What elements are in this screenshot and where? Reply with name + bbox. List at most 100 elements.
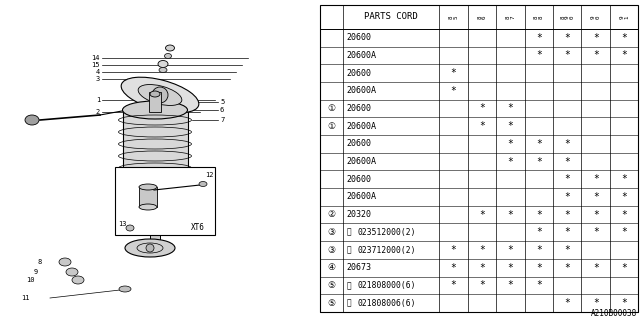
Text: *: * [536,50,541,60]
Text: *: * [508,245,513,255]
Ellipse shape [138,84,182,106]
Ellipse shape [144,211,166,219]
Text: Ⓝ: Ⓝ [346,245,351,254]
Text: *: * [593,50,598,60]
Text: *: * [479,245,485,255]
Text: ①: ① [328,104,335,113]
Text: *: * [536,280,541,291]
Text: PARTS CORD: PARTS CORD [364,12,418,21]
Text: *: * [508,121,513,131]
Text: *: * [593,298,598,308]
Text: *: * [621,227,627,237]
Text: 6: 6 [220,107,224,113]
Text: *: * [621,298,627,308]
Text: *: * [564,139,570,149]
Text: 2: 2 [96,109,100,115]
Text: ⑤: ⑤ [328,281,335,290]
Text: *: * [508,139,513,149]
Text: *: * [536,227,541,237]
Text: XT6: XT6 [191,223,205,232]
Ellipse shape [132,195,177,205]
Text: 5: 5 [220,99,224,105]
Text: *: * [536,33,541,43]
Ellipse shape [121,77,199,113]
Text: *: * [564,156,570,166]
Text: 14: 14 [92,55,100,61]
Ellipse shape [122,181,188,199]
Text: 20600: 20600 [346,68,371,77]
Bar [122,110,188,190]
Text: 20600A: 20600A [346,122,376,131]
Text: Ⓝ: Ⓝ [346,299,351,308]
Ellipse shape [159,68,167,73]
Text: *: * [593,263,598,273]
Ellipse shape [139,204,157,210]
Text: *: * [536,156,541,166]
Ellipse shape [199,181,207,187]
Text: *: * [621,174,627,184]
Text: ④: ④ [328,263,335,272]
Text: 20600A: 20600A [346,51,376,60]
Text: *: * [593,192,598,202]
Text: 9: 9 [34,269,38,275]
Bar [139,187,157,207]
Text: 20673: 20673 [346,263,371,272]
Text: 023712000(2): 023712000(2) [358,245,416,254]
Text: *: * [564,33,570,43]
Text: *: * [508,156,513,166]
Text: *: * [564,174,570,184]
Text: 8
8: 8 8 [534,15,543,19]
Text: *: * [564,298,570,308]
Text: 021808000(6): 021808000(6) [358,281,416,290]
Text: *: * [564,227,570,237]
Text: *: * [564,245,570,255]
Text: *: * [536,210,541,220]
Text: 12: 12 [205,172,214,178]
Text: 13: 13 [118,221,127,227]
Text: *: * [593,210,598,220]
Text: *: * [479,280,485,291]
Text: *: * [621,33,627,43]
Text: 7: 7 [220,117,224,123]
Text: 20600: 20600 [346,33,371,42]
Ellipse shape [164,53,172,59]
Text: ③: ③ [328,228,335,237]
Ellipse shape [152,87,168,103]
Ellipse shape [66,268,78,276]
Text: *: * [621,263,627,273]
Text: A210B00038: A210B00038 [591,309,637,318]
Text: *: * [451,86,456,96]
Text: *: * [479,121,485,131]
Ellipse shape [126,225,134,231]
Text: 20320: 20320 [346,210,371,219]
Text: *: * [508,263,513,273]
Text: 9
0: 9 0 [591,15,600,19]
Ellipse shape [141,205,169,215]
Ellipse shape [158,60,168,68]
Text: *: * [593,174,598,184]
Text: 8
6: 8 6 [477,15,487,19]
Ellipse shape [146,244,154,252]
Text: *: * [508,103,513,114]
Text: *: * [451,280,456,291]
Text: *: * [536,245,541,255]
Text: *: * [621,192,627,202]
Text: Ⓝ: Ⓝ [346,281,351,290]
Text: 20600A: 20600A [346,157,376,166]
Text: *: * [479,103,485,114]
Ellipse shape [166,45,175,51]
Ellipse shape [125,239,175,257]
Text: 20600A: 20600A [346,192,376,202]
Text: 20600: 20600 [346,175,371,184]
Text: 20600: 20600 [346,104,371,113]
Text: *: * [593,227,598,237]
Ellipse shape [25,115,39,125]
Text: 023512000(2): 023512000(2) [358,228,416,237]
Text: *: * [593,33,598,43]
Text: *: * [536,139,541,149]
Text: 1: 1 [96,97,100,103]
Text: *: * [564,192,570,202]
Text: *: * [536,263,541,273]
Text: 3: 3 [96,76,100,82]
Text: 20600: 20600 [346,139,371,148]
